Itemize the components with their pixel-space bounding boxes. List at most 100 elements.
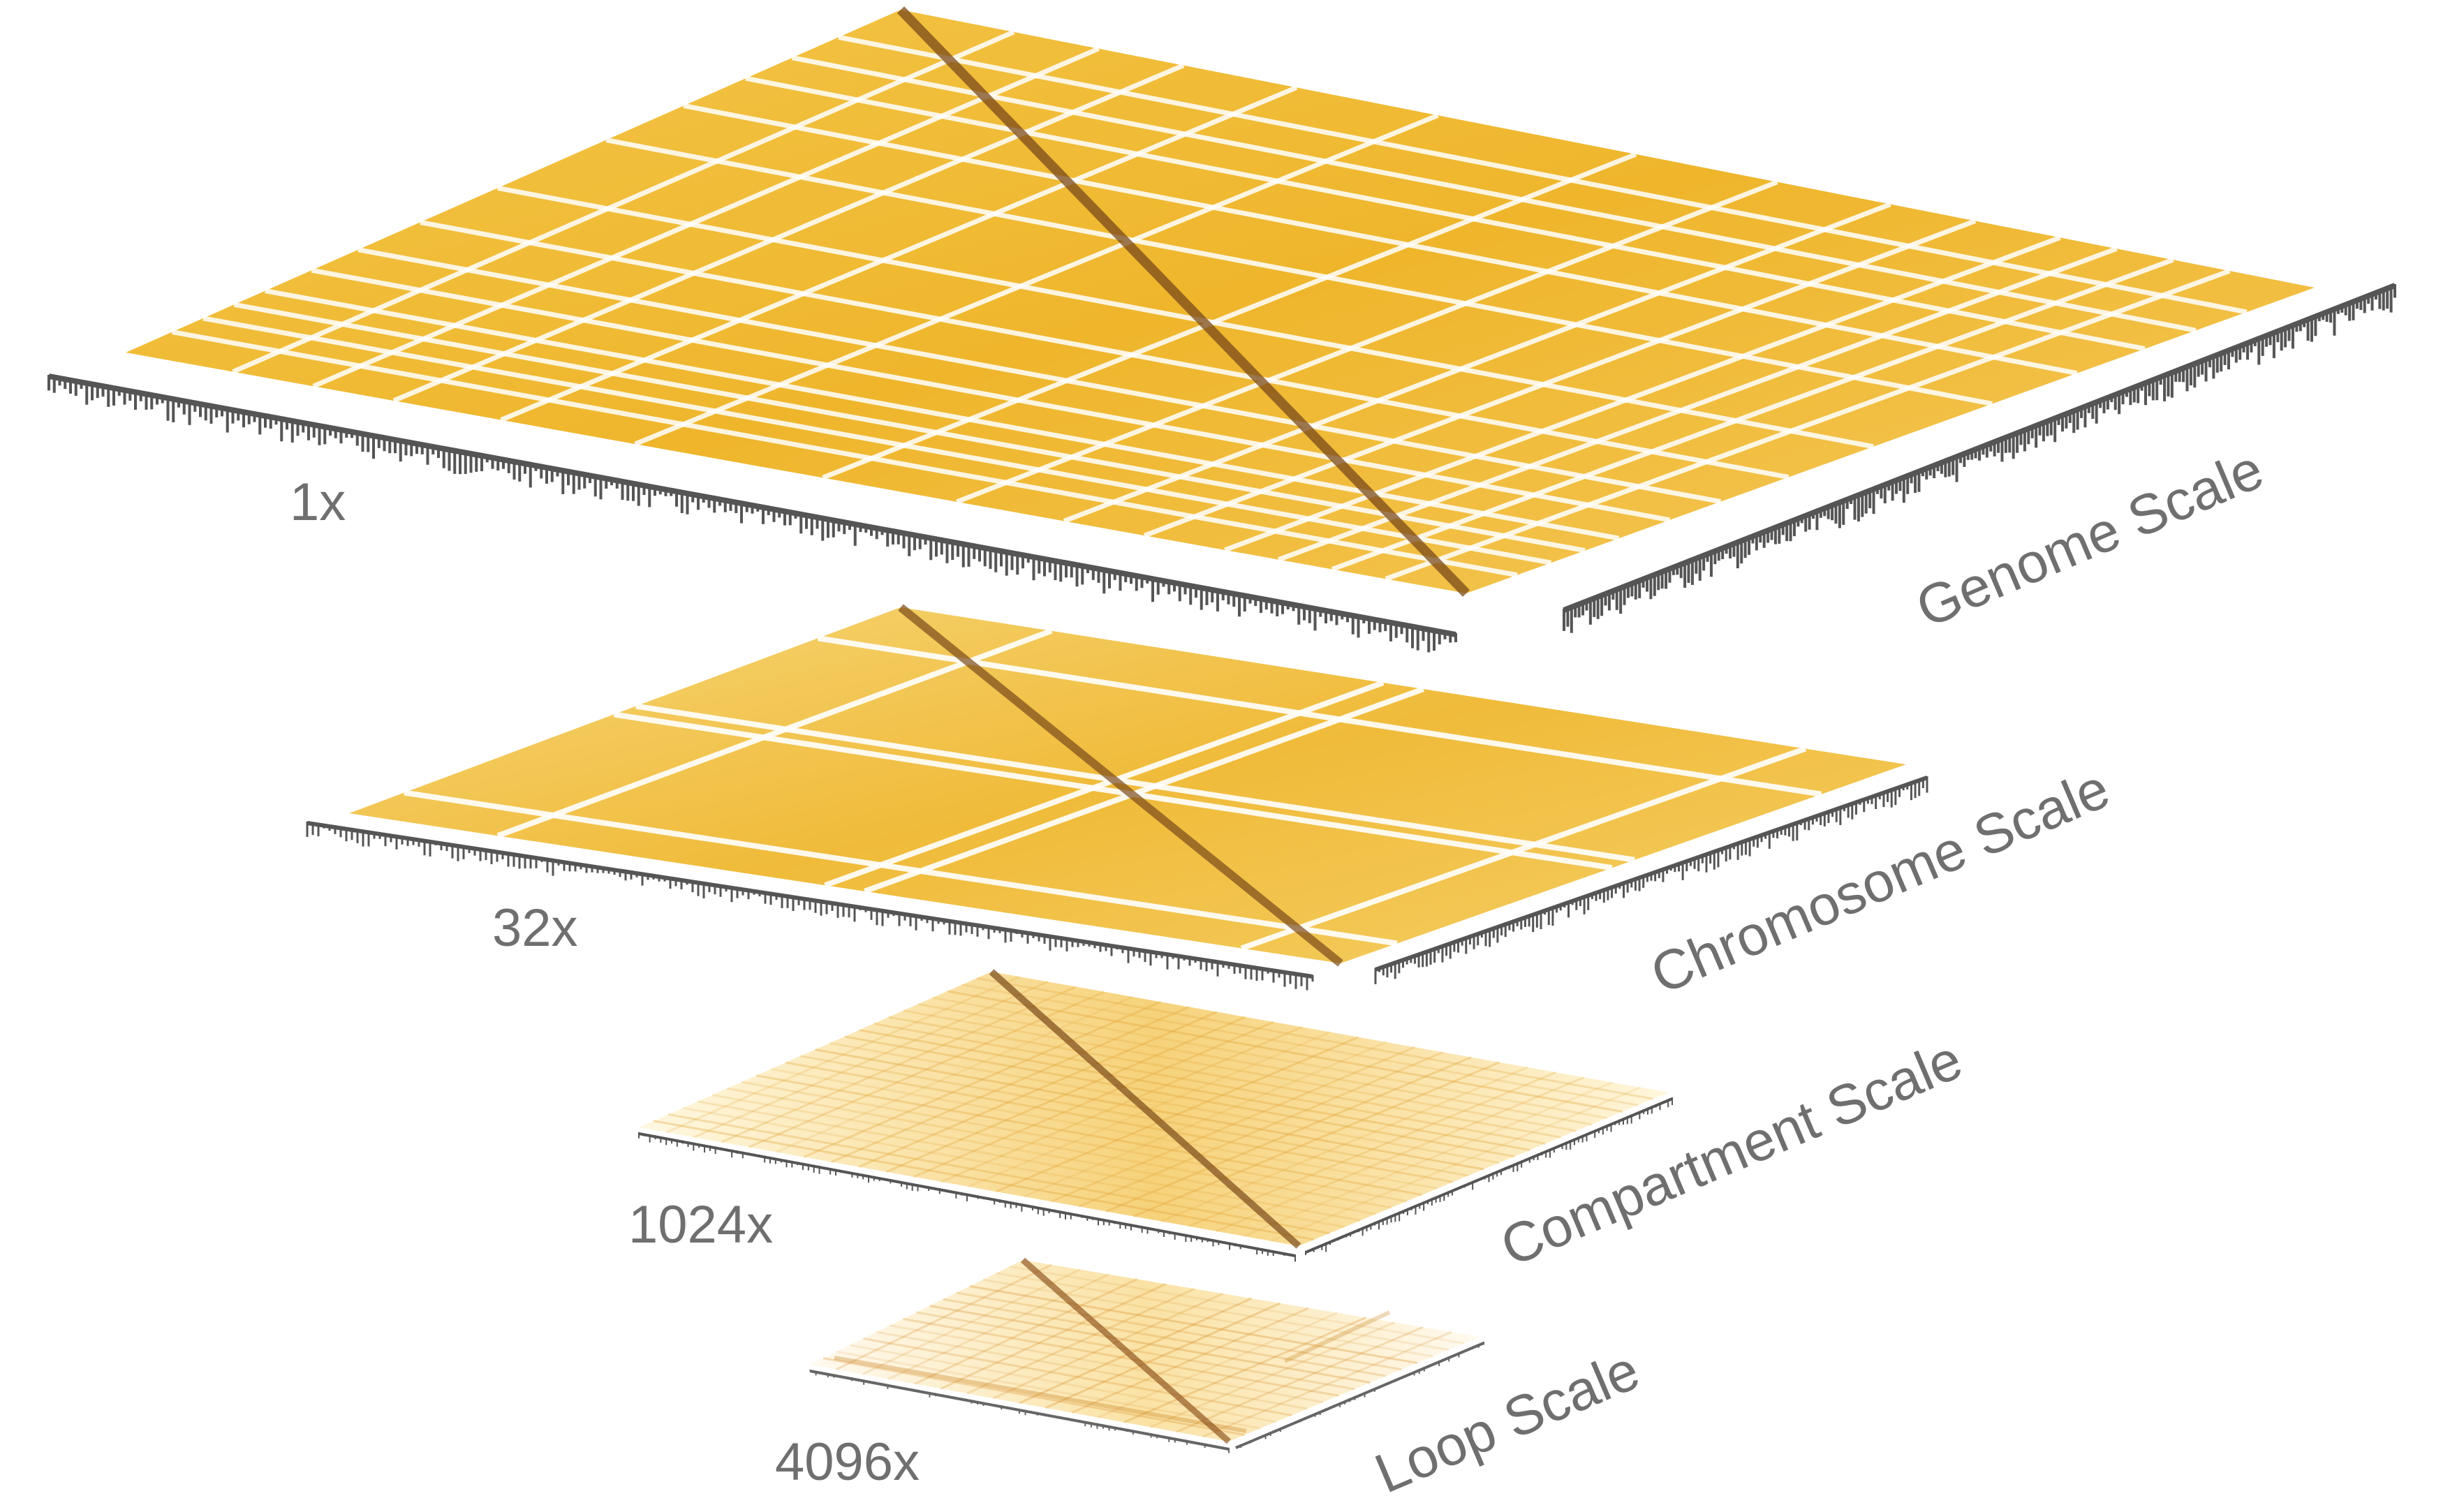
texture-line <box>682 1106 1345 1228</box>
texture-line <box>721 986 1077 1143</box>
grid-line <box>171 329 1518 578</box>
genome-coverage-track-right <box>1563 283 2396 633</box>
texture-line <box>1009 1265 1465 1344</box>
texture-line <box>834 1356 1247 1433</box>
grid-line <box>683 103 2078 376</box>
texture-line <box>873 1022 1546 1145</box>
texture-line <box>887 1273 1109 1380</box>
compartment-layer: 1024x Compartment Scale <box>628 969 1971 1278</box>
texture-line <box>890 1324 1324 1404</box>
grid-line <box>265 288 1620 541</box>
compartment-zoom-label: 1024x <box>628 1195 773 1254</box>
texture-line <box>667 1113 1330 1235</box>
texture-line <box>776 995 1133 1153</box>
texture-line <box>785 1061 1454 1183</box>
texture-line <box>835 1263 1052 1371</box>
grid-line <box>864 686 1425 894</box>
grid-line <box>605 138 1993 406</box>
grid-line <box>613 711 1613 871</box>
grid-line <box>1240 746 1807 951</box>
grid-line <box>822 151 1637 480</box>
texture-line <box>822 1357 1245 1437</box>
texture-line <box>913 1021 1274 1178</box>
grid-line <box>838 34 2248 315</box>
chromosome-coverage-track-left <box>306 821 1314 991</box>
texture-line <box>1271 1086 1641 1243</box>
texture-line <box>1019 1297 1253 1404</box>
grid-line <box>635 703 1635 863</box>
texture-line <box>903 1009 1577 1132</box>
texture-line <box>653 1120 1315 1241</box>
genome-layer: 1x Genome Scale <box>47 6 2396 653</box>
grid-line <box>1331 257 2174 572</box>
texture-line <box>800 1055 1469 1177</box>
compartment-coverage-track-left <box>638 1132 1296 1262</box>
grid-line <box>824 680 1385 888</box>
texture-line <box>859 1029 1530 1151</box>
grid-line <box>202 316 1552 565</box>
genome-zoom-label: 1x <box>290 473 346 532</box>
genome-heatmap-gridlines <box>171 29 2248 581</box>
texture-line <box>829 1042 1500 1164</box>
texture-line <box>876 1331 1308 1410</box>
grid-line <box>404 790 1398 947</box>
texture-line <box>992 1292 1224 1400</box>
grid-line <box>1385 268 2231 581</box>
compartment-scale-label: Compartment Scale <box>1492 1028 1971 1277</box>
grid-line <box>1143 218 1977 538</box>
grid-line <box>232 29 1015 374</box>
texture-line <box>943 1298 1387 1377</box>
loop-heatmap-texture <box>822 1263 1465 1438</box>
texture-line <box>1123 1317 1366 1423</box>
grid-line <box>392 63 1185 403</box>
grid-line <box>956 179 1778 505</box>
texture-line <box>1133 1061 1500 1217</box>
chromosome-heatmap-gridlines <box>404 628 1822 951</box>
texture-line <box>940 1283 1167 1390</box>
texture-line <box>996 1036 1359 1193</box>
texture-line <box>1023 1041 1387 1198</box>
compartment-coverage-track-right <box>1305 1097 1673 1255</box>
texture-line <box>858 1011 1218 1169</box>
texture-line <box>1097 1312 1338 1418</box>
texture-line <box>969 1285 1418 1364</box>
texture-line <box>756 1074 1422 1196</box>
texture-line <box>885 1016 1246 1173</box>
loop-coverage-track-right <box>1235 1342 1484 1449</box>
texture-line <box>1051 1046 1415 1203</box>
grid-line <box>1063 202 1891 524</box>
texture-line <box>1243 1081 1613 1238</box>
compartment-heatmap-texture <box>653 975 1654 1243</box>
chromosome-coverage-track-right <box>1374 776 1928 984</box>
texture-line <box>903 1317 1339 1397</box>
texture-line <box>1283 1310 1391 1363</box>
texture-line <box>849 1344 1276 1423</box>
texture-line <box>976 977 1654 1100</box>
grid-line <box>420 219 1790 480</box>
grid-line <box>311 267 1671 523</box>
texture-line <box>844 1035 1515 1158</box>
texture-line <box>1045 1302 1281 1409</box>
grid-line <box>500 85 1298 422</box>
texture-line <box>1216 1076 1585 1233</box>
texture-line <box>726 1087 1392 1209</box>
grid-line <box>817 635 1822 797</box>
chromosome-heatmap <box>349 607 1906 963</box>
texture-line <box>836 1350 1261 1430</box>
texture-line <box>1202 1331 1452 1438</box>
texture-line <box>693 981 1049 1139</box>
grid-line <box>496 628 1053 839</box>
texture-line <box>914 1278 1138 1385</box>
texture-line <box>940 1025 1303 1183</box>
texture-line <box>1078 1051 1444 1208</box>
loop-zoom-label: 4096x <box>775 1432 920 1492</box>
grid-line <box>497 185 1874 450</box>
grid-line <box>233 302 1586 554</box>
chromosome-zoom-label: 32x <box>492 898 578 958</box>
texture-line <box>947 990 1623 1113</box>
texture-line <box>929 1305 1371 1384</box>
texture-line <box>665 975 1021 1134</box>
grid-line <box>357 247 1722 505</box>
